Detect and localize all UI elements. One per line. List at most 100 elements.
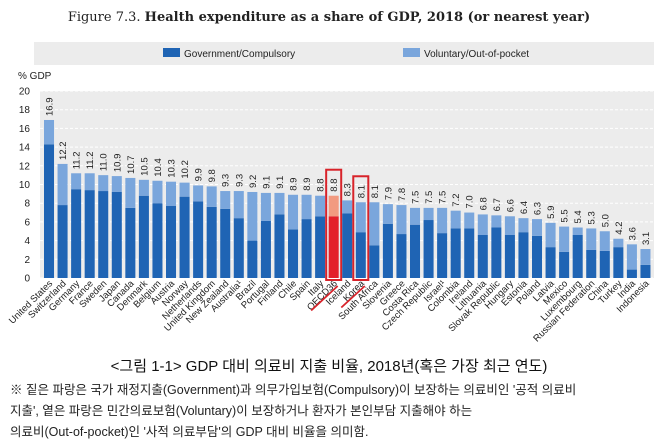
stacked-bar-chart: Government/Compulsory Voluntary/Out-of-p… [7,42,654,344]
bar-voluntary [247,191,258,241]
bar-voluntary [98,175,109,192]
legend-label-government: Government/Compulsory [184,49,295,60]
bar-government [626,269,637,278]
bar-government [396,234,407,278]
bar-voluntary [504,216,515,235]
bar-voluntary [233,191,244,219]
bar-voluntary [71,173,82,190]
bar-voluntary [382,204,393,224]
bar-government [44,144,55,278]
value-label: 6.8 [478,197,489,210]
bar-voluntary [111,176,122,192]
bar-voluntary [532,219,543,236]
bar-voluntary [613,238,624,248]
bar-government [84,190,95,278]
value-label: 10.2 [180,160,191,179]
bar-government [532,235,543,278]
bar-voluntary [477,214,488,235]
figure-caption: <그림 1-1> GDP 대비 의료비 지출 비율, 2018년(혹은 가장 최… [110,358,548,375]
note-line: ※ 짙은 파랑은 국가 재정지출(Government)과 의무가입보험(Com… [10,383,577,397]
value-label: 5.4 [573,210,584,223]
value-label: 5.5 [560,209,571,222]
value-label: 9.9 [194,168,205,181]
bar-government [450,228,461,278]
bar-voluntary [288,194,299,230]
value-label: 9.3 [221,174,232,187]
value-label: 8.9 [289,178,300,191]
bar-voluntary [315,195,326,217]
bar-government [71,189,82,278]
bar-voluntary [518,218,529,233]
value-label: 7.8 [397,188,408,201]
bar-voluntary [545,222,556,248]
value-label: 8.1 [356,185,367,198]
bar-government [586,249,597,278]
value-label: 8.8 [329,179,340,192]
bar-voluntary [44,119,55,145]
bar-government [179,196,190,278]
value-label: 10.9 [112,154,123,173]
bar-voluntary [355,202,366,233]
highlight-underline [310,285,339,312]
value-label: 6.4 [519,201,530,214]
value-label: 3.1 [641,232,652,245]
y-tick-label: 18 [19,105,31,116]
bar-government [328,216,339,278]
value-label: 8.3 [343,183,354,196]
bar-government [369,245,380,278]
bar-voluntary [464,212,475,229]
value-label: 8.1 [370,185,381,198]
bar-government [260,220,271,278]
bar-government [613,247,624,278]
bar-voluntary [328,195,339,217]
y-tick-label: 2 [24,255,30,266]
bar-government [301,219,312,278]
bar-government [152,203,163,278]
bar-government [477,234,488,278]
bar-voluntary [274,192,285,215]
value-label: 5.9 [546,206,557,219]
value-label: 10.7 [126,155,137,174]
bar-government [437,233,448,278]
value-label: 4.2 [614,222,625,235]
value-label: 7.9 [383,187,394,200]
bar-voluntary [84,173,95,191]
value-label: 9.2 [248,175,259,188]
bar-voluntary [342,200,353,214]
bar-government [206,206,217,278]
value-label: 5.0 [600,214,611,227]
bar-voluntary [369,202,380,246]
value-label: 7.0 [465,195,476,208]
value-label: 10.5 [139,157,150,176]
value-label: 11.2 [72,151,83,169]
y-tick-label: 10 [19,180,31,191]
bar-government [111,191,122,278]
bar-voluntary [599,231,610,251]
value-label: 12.2 [58,141,69,160]
value-label: 6.7 [492,198,503,211]
bar-voluntary [206,186,217,207]
bar-voluntary [437,207,448,234]
y-tick-label: 14 [19,143,31,154]
bar-government [382,223,393,278]
value-label: 10.4 [153,158,164,177]
bar-government [545,247,556,278]
bar-government [315,216,326,278]
value-label: 9.3 [234,174,245,187]
bar-voluntary [301,194,312,220]
value-label: 7.5 [438,191,449,204]
bar-government [138,195,149,278]
highlight-underline [340,285,366,309]
bar-voluntary [220,191,231,209]
legend-band [34,42,654,65]
bar-government [491,227,502,278]
bar-voluntary [260,192,271,221]
bar-government [274,214,285,278]
bar-government [423,220,434,278]
bar-government [57,205,68,278]
value-label: 7.5 [424,191,435,204]
highlight-box [325,168,343,281]
value-label: 11.0 [99,153,110,171]
value-label: 10.3 [167,159,178,178]
bar-voluntary [450,210,461,229]
